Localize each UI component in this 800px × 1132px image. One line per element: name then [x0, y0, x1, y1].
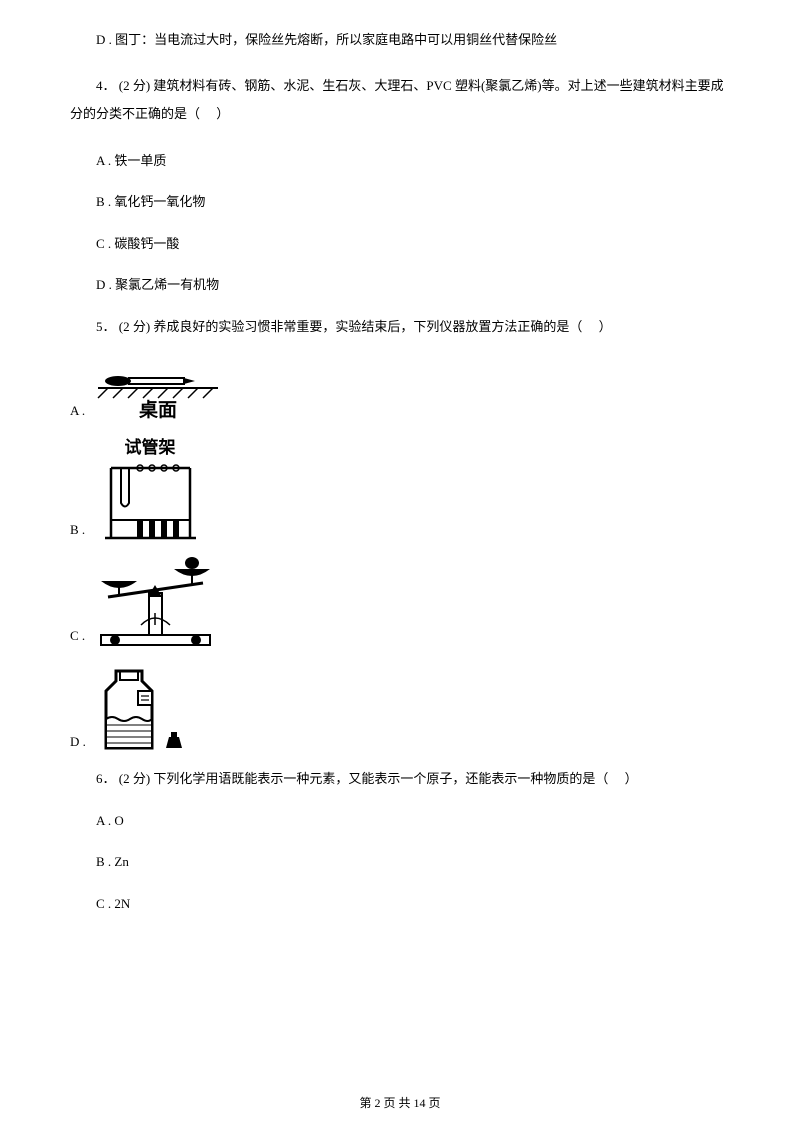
q6-option-b: B . Zn: [70, 852, 730, 872]
page-footer: 第 2 页 共 14 页: [0, 1094, 800, 1112]
q5-stem: 5． (2 分) 养成良好的实验习惯非常重要，实验结束后，下列仪器放置方法正确的…: [70, 317, 730, 337]
q5-image-b: 试管架: [93, 438, 208, 543]
q4-option-c: C . 碳酸钙一酸: [70, 234, 730, 254]
q5-option-a-letter: A .: [70, 401, 85, 425]
q5-image-d: [94, 663, 194, 755]
q5-option-d-letter: D .: [70, 732, 86, 756]
svg-text:试管架: 试管架: [125, 438, 176, 457]
q4-option-d: D . 聚氯乙烯一有机物: [70, 275, 730, 295]
q4-option-a: A . 铁一单质: [70, 151, 730, 171]
q5-image-a: 桌面: [93, 358, 223, 424]
q5-option-c-letter: C .: [70, 626, 85, 650]
svg-text:桌面: 桌面: [139, 398, 177, 421]
q5-option-c-row: C .: [70, 557, 730, 649]
q5-option-a-row: A . 桌面: [70, 358, 730, 424]
q6-stem: 6． (2 分) 下列化学用语既能表示一种元素，又能表示一个原子，还能表示一种物…: [70, 769, 730, 789]
q5-option-b-row: B . 试管架: [70, 438, 730, 543]
q6-option-c: C . 2N: [70, 894, 730, 914]
q3-option-d: D . 图丁：当电流过大时，保险丝先熔断，所以家庭电路中可以用铜丝代替保险丝: [70, 30, 730, 50]
q4-stem: 4． (2 分) 建筑材料有砖、钢筋、水泥、生石灰、大理石、PVC 塑料(聚氯乙…: [70, 72, 730, 129]
q5-option-b-letter: B .: [70, 520, 85, 544]
q5-option-d-row: D .: [70, 663, 730, 755]
q6-option-a: A . O: [70, 811, 730, 831]
q4-option-b: B . 氧化钙一氧化物: [70, 192, 730, 212]
q5-image-c: [93, 557, 218, 649]
